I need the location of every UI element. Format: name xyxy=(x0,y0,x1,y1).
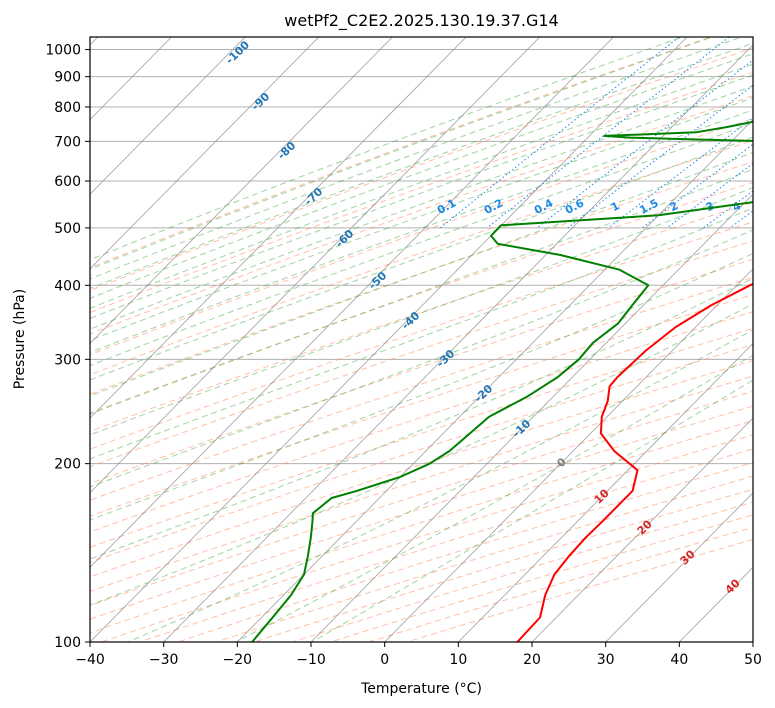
isotherm-line xyxy=(384,268,753,642)
moist-adiabat-line xyxy=(90,53,753,299)
y-tick-label: 1000 xyxy=(45,43,81,59)
isotherm-line xyxy=(531,417,753,642)
y-axis-label: Pressure (hPa) xyxy=(12,289,28,389)
moist-adiabat-line xyxy=(90,122,753,367)
dry-adiabat-line xyxy=(90,276,753,501)
dry-adiabat-line xyxy=(90,327,753,548)
y-tick-label: 400 xyxy=(54,278,81,294)
y-tick-label: 800 xyxy=(54,100,81,116)
moist-adiabat-line xyxy=(90,109,753,354)
moist-adiabats xyxy=(90,37,753,642)
x-tick-label: −30 xyxy=(149,652,179,668)
x-tick-label: 0 xyxy=(380,652,389,668)
dry-adiabat-line xyxy=(90,390,753,607)
y-tick-label: 600 xyxy=(54,174,81,190)
mixing-ratio-line xyxy=(641,143,753,229)
y-tick-label: 900 xyxy=(54,70,81,86)
isotherms xyxy=(90,37,753,642)
isotherm-line xyxy=(90,37,246,195)
moist-adiabat-line xyxy=(127,329,753,642)
dry-adiabat-line xyxy=(90,258,753,485)
mixing-ratio-line xyxy=(536,59,753,229)
chart-title: wetPf2_C2E2.2025.130.19.37.G14 xyxy=(284,11,558,31)
x-axis: −40 −30 −20 −10 0 10 20 30 40 50 xyxy=(75,642,762,668)
moist-adiabat-line xyxy=(90,168,753,415)
x-tick-label: 30 xyxy=(597,652,615,668)
mixing-ratio-line xyxy=(486,37,731,229)
y-tick-label: 700 xyxy=(54,134,81,150)
y-axis: 1000 900 800 700 600 500 400 300 200 100 xyxy=(45,43,90,651)
y-tick-label: 100 xyxy=(54,635,81,651)
moist-adiabat-line xyxy=(90,37,685,261)
x-tick-label: −20 xyxy=(223,652,253,668)
y-tick-label: 500 xyxy=(54,221,81,237)
dewpoint-profile xyxy=(251,120,753,642)
dry-adiabat-line xyxy=(90,311,753,533)
isotherm-line xyxy=(90,37,688,642)
x-tick-label: 10 xyxy=(449,652,467,668)
moist-adiabat-line xyxy=(235,354,753,642)
moist-adiabat-line xyxy=(90,136,753,381)
dry-adiabat-line xyxy=(90,47,753,292)
dry-adiabat-line xyxy=(90,181,753,414)
dry-adiabat-line xyxy=(90,221,753,450)
y-tick-label: 300 xyxy=(54,352,81,368)
dry-adiabat-line xyxy=(90,71,753,314)
dry-adiabat-line xyxy=(90,95,753,335)
isotherm-line xyxy=(90,37,467,419)
moist-adiabat-line xyxy=(90,252,753,521)
isotherm-line xyxy=(458,342,753,642)
dry-adiabat-line xyxy=(90,139,753,376)
x-axis-label: Temperature (°C) xyxy=(360,681,482,697)
moist-adiabat-line xyxy=(311,379,753,642)
isotherm-line xyxy=(605,492,753,642)
x-tick-label: 40 xyxy=(670,652,688,668)
moist-adiabat-line xyxy=(90,74,753,320)
plot-area: -100-90-80-70-60-50-40-30-20-10010203040… xyxy=(90,37,753,642)
isotherm-line xyxy=(90,37,320,270)
x-tick-label: 20 xyxy=(523,652,541,668)
mixing-ratio-line xyxy=(567,84,753,229)
pressure-gridlines xyxy=(90,49,753,642)
dry-adiabat-line xyxy=(90,161,753,395)
y-tick-label: 200 xyxy=(54,457,81,473)
isotherm-line xyxy=(90,37,614,568)
moist-adiabat-line xyxy=(90,63,753,309)
moist-adiabat-line xyxy=(90,37,714,270)
isotherm-line xyxy=(310,193,753,642)
moist-adiabat-line xyxy=(90,277,753,560)
dry-adiabat-line xyxy=(90,118,753,356)
dry-adiabats xyxy=(90,37,753,642)
x-tick-label: −40 xyxy=(75,652,105,668)
moist-adiabat-line xyxy=(90,229,753,488)
dry-adiabat-line xyxy=(90,359,753,578)
x-tick-label: −10 xyxy=(296,652,326,668)
moist-adiabat-line xyxy=(90,85,753,330)
mixing-ratio-lines xyxy=(439,37,753,229)
isotherm-line xyxy=(237,118,753,642)
x-tick-label: 50 xyxy=(744,652,762,668)
isotherm-line xyxy=(90,37,393,345)
isotherm-line xyxy=(90,37,541,494)
plot-frame xyxy=(89,36,754,643)
temperature-profile xyxy=(516,282,753,642)
